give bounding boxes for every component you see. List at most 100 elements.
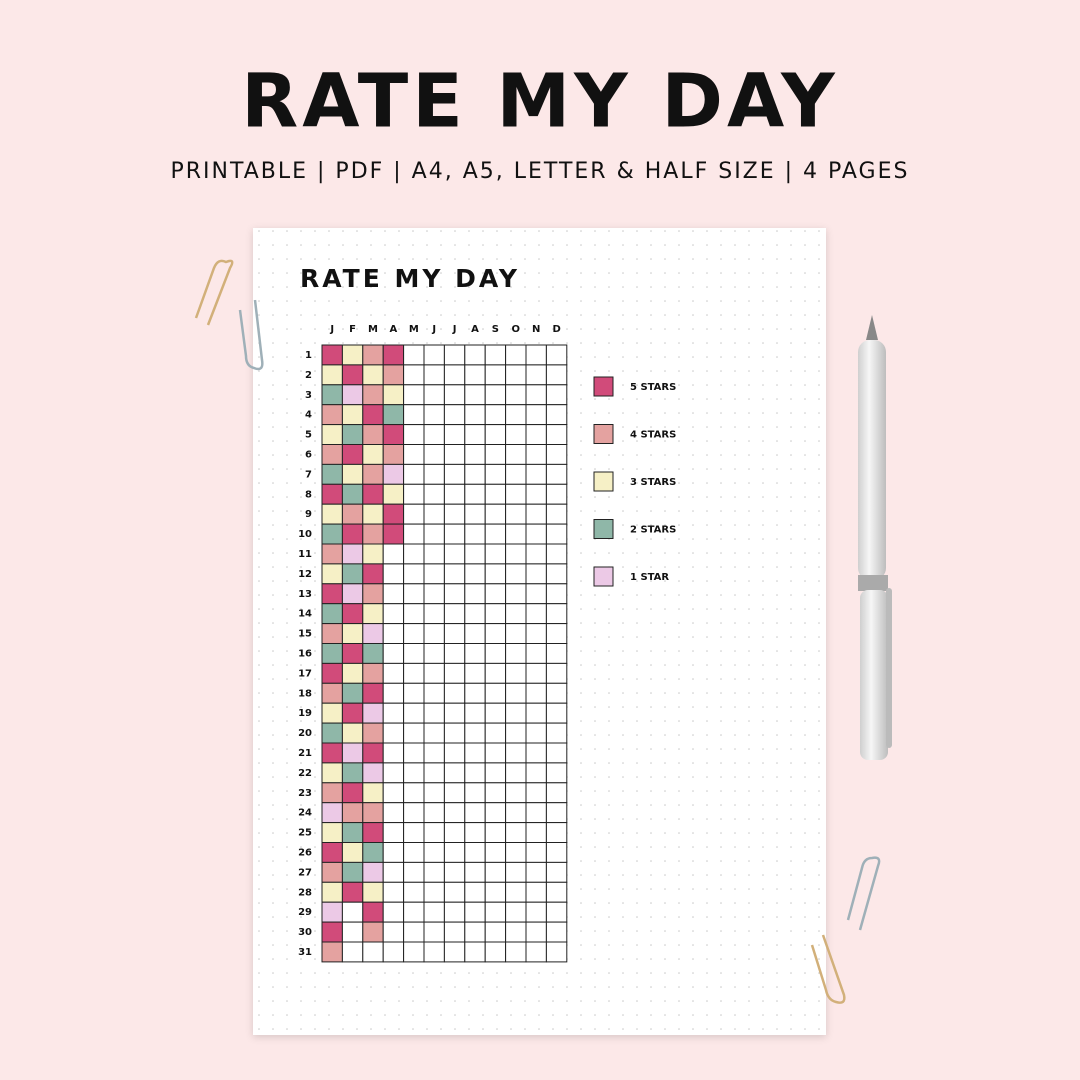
month-label: J xyxy=(431,324,436,335)
rating-cell xyxy=(382,444,405,465)
empty-cell xyxy=(423,483,445,505)
empty-cell xyxy=(423,901,445,923)
empty-cell xyxy=(464,643,486,664)
empty-cell xyxy=(423,623,445,644)
empty-cell xyxy=(423,861,445,883)
empty-cell xyxy=(443,742,466,764)
empty-cell xyxy=(443,563,466,585)
rating-cell xyxy=(341,563,364,585)
empty-cell xyxy=(525,662,547,684)
empty-cell xyxy=(484,603,507,625)
empty-cell xyxy=(525,822,547,843)
empty-cell xyxy=(443,543,466,565)
rating-cell xyxy=(362,901,384,923)
empty-cell xyxy=(505,643,527,664)
empty-cell xyxy=(464,463,486,485)
empty-cell xyxy=(423,822,445,843)
rating-cell xyxy=(382,483,405,505)
empty-cell xyxy=(505,344,527,366)
empty-cell xyxy=(484,463,507,485)
rating-cell xyxy=(321,722,343,744)
rating-cell xyxy=(321,782,343,804)
empty-cell xyxy=(545,603,568,625)
rating-cell xyxy=(341,742,364,764)
rating-cell xyxy=(321,941,343,963)
empty-cell xyxy=(545,782,568,804)
empty-cell xyxy=(403,722,425,744)
empty-cell xyxy=(545,802,568,824)
empty-cell xyxy=(545,722,568,744)
empty-cell xyxy=(525,921,547,943)
empty-cell xyxy=(545,444,568,465)
rating-cell xyxy=(341,881,364,903)
empty-cell xyxy=(545,563,568,585)
day-label: 13 xyxy=(298,589,312,600)
month-label: A xyxy=(471,324,479,335)
rating-cell xyxy=(382,404,405,426)
empty-cell xyxy=(525,782,547,804)
rating-cell xyxy=(362,404,384,426)
empty-cell xyxy=(525,364,547,386)
empty-cell xyxy=(505,384,527,406)
rating-cell xyxy=(362,802,384,824)
rating-cell xyxy=(341,762,364,784)
rating-cell xyxy=(321,384,343,406)
empty-cell xyxy=(484,802,507,824)
rating-cell xyxy=(321,762,343,784)
empty-cell xyxy=(403,483,425,505)
empty-cell xyxy=(464,762,486,784)
empty-cell xyxy=(443,662,466,684)
rating-cell xyxy=(321,682,343,704)
month-label: S xyxy=(492,324,499,335)
empty-cell xyxy=(443,503,466,525)
empty-cell xyxy=(423,782,445,804)
day-label: 16 xyxy=(298,648,312,659)
rating-cell xyxy=(362,523,384,545)
empty-cell xyxy=(403,543,425,565)
empty-cell xyxy=(484,822,507,843)
rating-cell xyxy=(362,583,384,605)
rating-cell xyxy=(321,643,343,664)
rating-cell xyxy=(321,543,343,565)
empty-cell xyxy=(484,483,507,505)
rating-cell xyxy=(341,503,364,525)
empty-cell xyxy=(525,344,547,366)
empty-cell xyxy=(484,623,507,644)
rating-cell xyxy=(362,603,384,625)
empty-cell xyxy=(423,742,445,764)
rating-cell xyxy=(321,424,343,446)
empty-cell xyxy=(525,583,547,605)
empty-cell xyxy=(505,444,527,465)
day-label: 24 xyxy=(298,808,312,819)
empty-cell xyxy=(484,722,507,744)
empty-cell xyxy=(382,583,405,605)
empty-cell xyxy=(545,901,568,923)
empty-cell xyxy=(423,563,445,585)
day-label: 7 xyxy=(305,469,312,480)
month-label: M xyxy=(409,324,419,335)
empty-cell xyxy=(464,901,486,923)
empty-cell xyxy=(505,603,527,625)
empty-cell xyxy=(464,563,486,585)
empty-cell xyxy=(484,404,507,426)
rating-cell xyxy=(341,463,364,485)
rating-cell xyxy=(341,782,364,804)
empty-cell xyxy=(443,901,466,923)
legend-label: 3 STARS xyxy=(630,477,676,488)
rating-cell xyxy=(362,643,384,664)
empty-cell xyxy=(443,682,466,704)
rating-cell xyxy=(341,364,364,386)
empty-cell xyxy=(505,662,527,684)
rating-cell xyxy=(382,463,405,485)
rating-cell xyxy=(341,444,364,465)
empty-cell xyxy=(464,782,486,804)
empty-cell xyxy=(525,424,547,446)
empty-cell xyxy=(382,861,405,883)
rating-cell xyxy=(341,543,364,565)
empty-cell xyxy=(443,941,466,963)
rating-cell xyxy=(362,822,384,843)
empty-cell xyxy=(525,722,547,744)
empty-cell xyxy=(525,941,547,963)
rating-cell xyxy=(321,503,343,525)
